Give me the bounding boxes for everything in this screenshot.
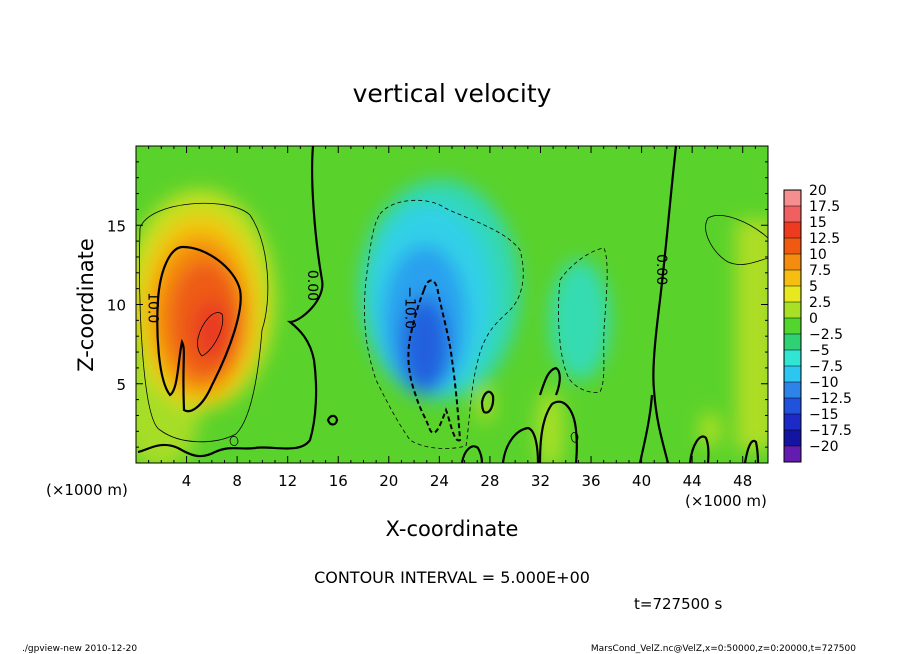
contour-label: 0.00 <box>653 254 669 285</box>
colorbar: 2017.51512.5107.552.50−2.5−5−7.5−10−12.5… <box>783 183 852 463</box>
colorbar-swatch <box>784 446 801 463</box>
x-tick-label: 12 <box>278 472 297 490</box>
footer-right: MarsCond_VelZ.nc@VelZ,x=0:50000,z=0:2000… <box>591 644 856 654</box>
contour-label: 10.0 <box>145 292 161 323</box>
colorbar-label: −12.5 <box>809 391 852 407</box>
x-unit-right: (×1000 m) <box>685 492 767 510</box>
colorbar-swatch <box>784 366 801 383</box>
chart-title: vertical velocity <box>353 79 552 108</box>
x-tick-label: 44 <box>683 472 702 490</box>
x-tick-label: 4 <box>182 472 192 490</box>
colorbar-swatch <box>784 414 801 431</box>
svg-text:0.00: 0.00 <box>304 270 320 301</box>
time-label: t=727500 s <box>634 595 722 613</box>
y-axis: 5 10 15 <box>107 161 768 448</box>
x-tick-label: 24 <box>430 472 449 490</box>
y-tick-label: 15 <box>107 217 126 235</box>
colorbar-swatch <box>784 350 801 367</box>
colorbar-label: −2.5 <box>809 327 843 343</box>
x-tick-label: 16 <box>329 472 348 490</box>
x-tick-label: 32 <box>531 472 550 490</box>
colorbar-label: −7.5 <box>809 359 843 375</box>
colorbar-label: 0 <box>809 311 818 327</box>
x-tick-label: 40 <box>632 472 651 490</box>
colorbar-label: 7.5 <box>809 263 831 279</box>
colorbar-swatch <box>784 334 801 351</box>
x-axis: 4 8 12 16 20 24 28 32 36 40 44 48 <box>148 146 756 490</box>
footer-left: ./gpview-new 2010-12-20 <box>22 644 137 654</box>
contour-interval: CONTOUR INTERVAL = 5.000E+00 <box>314 568 590 587</box>
colorbar-label: −20 <box>809 439 839 455</box>
colorbar-label: 15 <box>809 215 827 231</box>
svg-text:0.00: 0.00 <box>653 254 669 285</box>
colorbar-label: −17.5 <box>809 423 852 439</box>
colorbar-label: 12.5 <box>809 231 840 247</box>
contour-label: −10.0 <box>401 286 417 329</box>
colorbar-swatch <box>784 254 801 271</box>
y-tick-label: 5 <box>116 376 126 394</box>
x-tick-label: 28 <box>480 472 499 490</box>
colorbar-label: 20 <box>809 183 827 199</box>
x-unit-left: (×1000 m) <box>46 481 128 499</box>
colorbar-label: 10 <box>809 247 827 263</box>
colorbar-swatch <box>784 318 801 335</box>
colorbar-swatch <box>784 398 801 415</box>
y-tick-label: 10 <box>107 297 126 315</box>
colorbar-swatch <box>784 382 801 399</box>
velocity-field: 10.0 0.00 −10.0 0.00 <box>136 146 768 463</box>
x-axis-label: X-coordinate <box>386 517 519 541</box>
colorbar-label: −5 <box>809 343 830 359</box>
colorbar-label: 2.5 <box>809 295 831 311</box>
x-tick-label: 36 <box>581 472 600 490</box>
svg-text:−10.0: −10.0 <box>401 286 417 329</box>
y-axis-label: Z-coordinate <box>74 238 98 372</box>
colorbar-swatch <box>784 222 801 239</box>
x-tick-label: 8 <box>232 472 242 490</box>
colorbar-swatch <box>784 270 801 287</box>
colorbar-swatch <box>784 430 801 447</box>
colorbar-label: −15 <box>809 407 839 423</box>
colorbar-swatch <box>784 190 801 207</box>
svg-text:10.0: 10.0 <box>145 292 161 323</box>
contour-label: 0.00 <box>304 270 320 301</box>
x-tick-label: 48 <box>733 472 752 490</box>
colorbar-label: 5 <box>809 279 818 295</box>
colorbar-label: 17.5 <box>809 199 840 215</box>
colorbar-swatch <box>784 286 801 303</box>
colorbar-swatch <box>784 238 801 255</box>
colorbar-label: −10 <box>809 375 839 391</box>
x-tick-label: 20 <box>379 472 398 490</box>
colorbar-swatch <box>784 302 801 319</box>
colorbar-swatch <box>784 206 801 223</box>
